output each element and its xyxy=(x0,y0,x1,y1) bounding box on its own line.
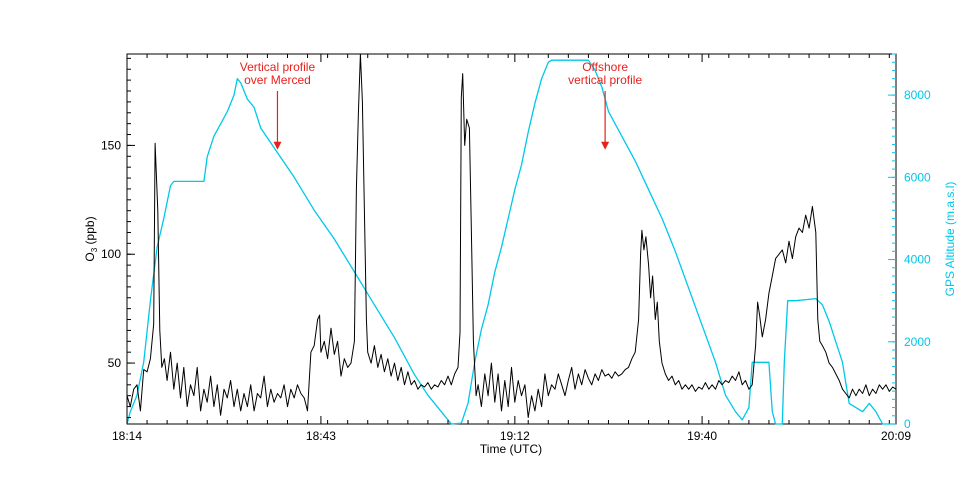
y-right-tick-label: 8000 xyxy=(904,88,931,102)
y-axis-left-title-sub: 3 xyxy=(90,247,99,252)
y-axis-left-title-unit: (ppb) xyxy=(83,216,97,247)
y-right-tick-label: 6000 xyxy=(904,170,931,184)
annotation-label: Vertical profile over Merced xyxy=(240,60,316,87)
y-right-tick-label: 0 xyxy=(904,417,911,431)
annotation-arrow-head xyxy=(273,141,282,150)
x-tick-label: 18:14 xyxy=(112,429,142,443)
x-tick-label: 19:12 xyxy=(500,429,530,443)
annotation-line: over Merced xyxy=(244,73,311,87)
annotation-arrow-head xyxy=(601,141,610,150)
o3-series-line xyxy=(126,53,897,418)
annotations-layer: Vertical profile over Merced Offshore verti… xyxy=(240,60,642,150)
plot-frame xyxy=(126,53,897,425)
ticks-layer: 18:14 18:43 19:12 19:40 20:09 50 100 150 0 2000 40… xyxy=(101,53,931,443)
altitude-series-line xyxy=(126,59,896,425)
y-right-tick-label: 2000 xyxy=(904,335,931,349)
x-tick-label: 18:43 xyxy=(306,429,336,443)
annotation-line: vertical profile xyxy=(568,73,642,87)
y-right-tick-label: 4000 xyxy=(904,253,931,267)
annotation-line: Vertical profile xyxy=(240,60,316,74)
y-axis-left-title: O3 (ppb) xyxy=(83,216,99,261)
y-axis-right-title: GPS Altitude (m.a.s.l) xyxy=(943,182,957,297)
y-left-tick-label: 50 xyxy=(108,356,122,370)
annotation-label: Offshore vertical profile xyxy=(568,60,642,87)
altitude-layer xyxy=(126,59,896,425)
y-left-tick-label: 100 xyxy=(101,247,121,261)
y-axis-left-title-main: O xyxy=(83,252,97,261)
x-tick-label: 19:40 xyxy=(687,429,717,443)
x-axis-title: Time (UTC) xyxy=(480,442,542,456)
o3-layer xyxy=(126,53,897,418)
annotation-line: Offshore xyxy=(582,60,628,74)
x-tick-label: 20:09 xyxy=(881,429,911,443)
y-left-tick-label: 150 xyxy=(101,138,121,152)
